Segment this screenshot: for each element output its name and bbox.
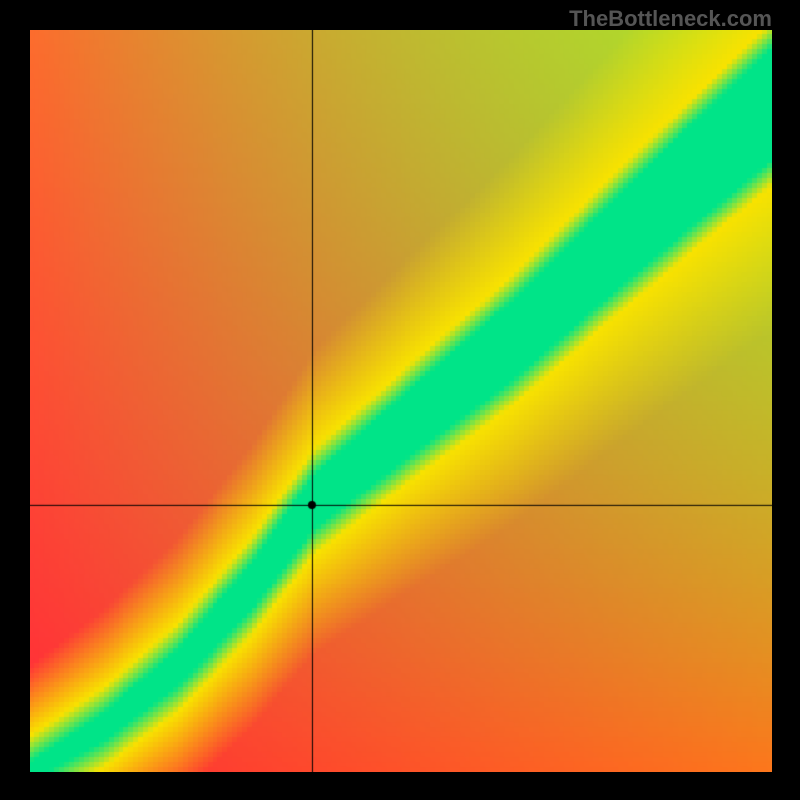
watermark-text: TheBottleneck.com xyxy=(569,6,772,32)
heatmap-plot xyxy=(30,30,772,772)
heatmap-canvas xyxy=(30,30,772,772)
chart-frame: TheBottleneck.com xyxy=(0,0,800,800)
